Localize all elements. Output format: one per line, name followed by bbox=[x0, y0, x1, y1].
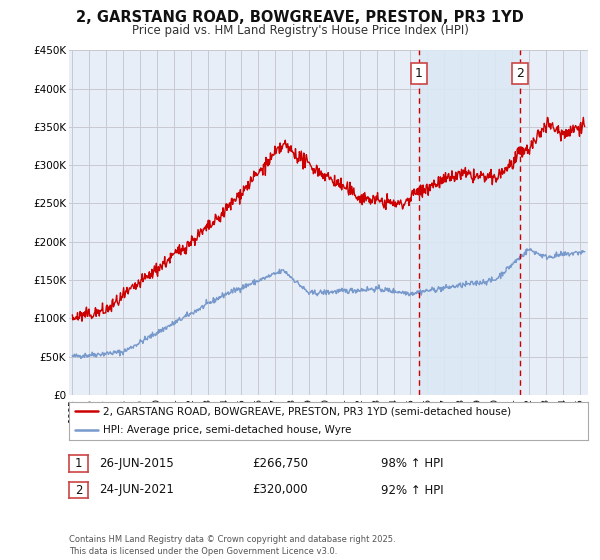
Text: 2: 2 bbox=[75, 483, 82, 497]
Text: 2: 2 bbox=[517, 67, 524, 80]
Text: 2, GARSTANG ROAD, BOWGREAVE, PRESTON, PR3 1YD: 2, GARSTANG ROAD, BOWGREAVE, PRESTON, PR… bbox=[76, 10, 524, 25]
Text: £320,000: £320,000 bbox=[252, 483, 308, 497]
Text: HPI: Average price, semi-detached house, Wyre: HPI: Average price, semi-detached house,… bbox=[103, 425, 351, 435]
Text: £266,750: £266,750 bbox=[252, 457, 308, 470]
Text: 1: 1 bbox=[415, 67, 423, 80]
Text: 92% ↑ HPI: 92% ↑ HPI bbox=[381, 483, 443, 497]
Text: Price paid vs. HM Land Registry's House Price Index (HPI): Price paid vs. HM Land Registry's House … bbox=[131, 24, 469, 36]
Text: 2, GARSTANG ROAD, BOWGREAVE, PRESTON, PR3 1YD (semi-detached house): 2, GARSTANG ROAD, BOWGREAVE, PRESTON, PR… bbox=[103, 406, 511, 416]
Bar bbox=[419, 50, 520, 395]
Text: 1: 1 bbox=[75, 457, 82, 470]
Text: Contains HM Land Registry data © Crown copyright and database right 2025.
This d: Contains HM Land Registry data © Crown c… bbox=[69, 535, 395, 556]
Text: 24-JUN-2021: 24-JUN-2021 bbox=[99, 483, 174, 497]
Text: 98% ↑ HPI: 98% ↑ HPI bbox=[381, 457, 443, 470]
Text: 26-JUN-2015: 26-JUN-2015 bbox=[99, 457, 174, 470]
